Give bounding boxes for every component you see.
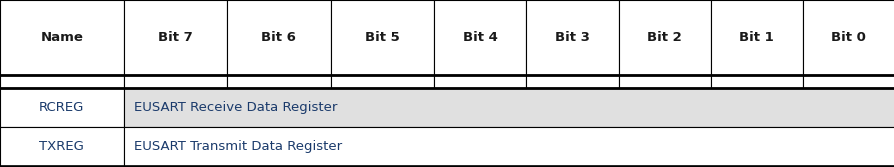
Bar bbox=[123, 0, 227, 75]
Text: EUSART Receive Data Register: EUSART Receive Data Register bbox=[134, 101, 337, 114]
Text: Bit 7: Bit 7 bbox=[157, 31, 192, 44]
Bar bbox=[123, 88, 894, 127]
Bar bbox=[330, 75, 434, 88]
Bar bbox=[710, 0, 802, 75]
Text: Bit 2: Bit 2 bbox=[646, 31, 681, 44]
Text: Bit 0: Bit 0 bbox=[831, 31, 865, 44]
Bar bbox=[227, 75, 330, 88]
Bar bbox=[710, 75, 802, 88]
Text: EUSART Transmit Data Register: EUSART Transmit Data Register bbox=[134, 140, 342, 153]
Bar bbox=[330, 0, 434, 75]
Bar bbox=[123, 127, 894, 166]
Bar bbox=[526, 75, 618, 88]
Bar bbox=[227, 0, 330, 75]
Text: Bit 3: Bit 3 bbox=[554, 31, 589, 44]
Text: RCREG: RCREG bbox=[39, 101, 84, 114]
Bar bbox=[0, 75, 123, 88]
Text: Bit 4: Bit 4 bbox=[462, 31, 497, 44]
Bar bbox=[0, 0, 123, 75]
Bar bbox=[434, 75, 526, 88]
Text: TXREG: TXREG bbox=[39, 140, 84, 153]
Text: Bit 1: Bit 1 bbox=[738, 31, 773, 44]
Bar bbox=[0, 88, 123, 127]
Bar bbox=[618, 75, 710, 88]
Bar bbox=[802, 75, 894, 88]
Bar bbox=[0, 127, 123, 166]
Text: Bit 5: Bit 5 bbox=[365, 31, 400, 44]
Bar bbox=[434, 0, 526, 75]
Bar bbox=[123, 75, 227, 88]
Bar bbox=[618, 0, 710, 75]
Bar bbox=[526, 0, 618, 75]
Text: Name: Name bbox=[40, 31, 83, 44]
Text: Bit 6: Bit 6 bbox=[261, 31, 296, 44]
Bar bbox=[802, 0, 894, 75]
